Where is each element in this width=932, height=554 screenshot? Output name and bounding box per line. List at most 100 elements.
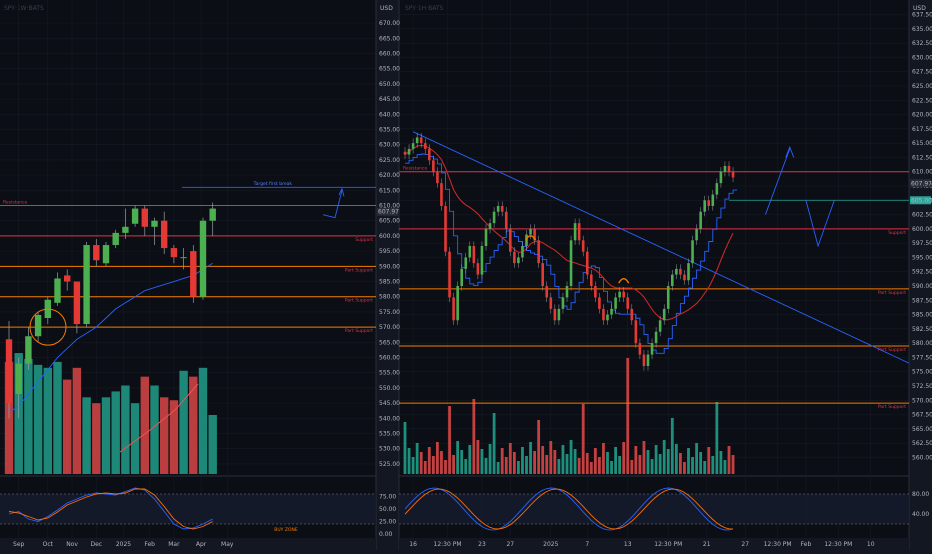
- volume-bar: [427, 447, 431, 474]
- candle-body: [496, 206, 500, 212]
- candle-body: [436, 171, 439, 184]
- volume-bar: [452, 455, 455, 474]
- volume-bar: [525, 456, 528, 474]
- price-tick-label: 590.00: [912, 283, 932, 290]
- price-tick-label: 572.50: [912, 383, 932, 390]
- volume-bar: [691, 457, 694, 474]
- volume-bar: [480, 449, 484, 474]
- price-tick-label: 565.00: [912, 426, 932, 433]
- volume-bar: [662, 440, 666, 474]
- price-tick-label: 540.00: [379, 415, 400, 422]
- time-tick-label: 12:30 PM: [434, 541, 462, 548]
- candle-body: [614, 297, 617, 309]
- volume-bar: [53, 361, 62, 474]
- last-price-label: 607.97: [378, 209, 399, 216]
- candle-body: [170, 248, 178, 258]
- candle-body: [622, 291, 625, 298]
- candle-body: [484, 228, 488, 246]
- volume-bar: [456, 441, 460, 474]
- time-tick-label: 13: [624, 541, 632, 548]
- time-tick-label: 21: [703, 541, 711, 548]
- left-currency-label: USD: [380, 5, 393, 12]
- candle-body: [606, 314, 609, 321]
- volume-bar: [650, 459, 654, 474]
- volume-bar: [496, 462, 500, 474]
- price-tick-label: 567.50: [912, 412, 932, 419]
- right-chart-pane[interactable]: 560.00 562.50 565.00 567.50 570.00 572.50 575.…: [399, 0, 932, 548]
- volume-bar: [179, 370, 188, 474]
- volume-bar: [723, 460, 727, 474]
- volume-bar: [72, 367, 82, 474]
- volume-bar: [638, 455, 642, 474]
- price-tick-label: 575.00: [379, 309, 400, 316]
- candle-body: [468, 246, 472, 258]
- candle-body: [561, 297, 565, 309]
- price-tick-label: 632.50: [912, 40, 932, 47]
- time-tick-label: 27: [741, 541, 749, 548]
- candle-body: [658, 320, 662, 332]
- candle-body: [711, 194, 715, 206]
- support-label: Support: [355, 237, 373, 243]
- price-tick-label: 560.00: [912, 454, 932, 461]
- volume-bar: [504, 457, 508, 474]
- price-tick-label: 610.00: [912, 169, 932, 176]
- volume-bar: [444, 460, 447, 474]
- price-tick-label: 530.00: [379, 446, 400, 453]
- price-tick-label: 595.00: [912, 254, 932, 261]
- candle-body: [440, 183, 443, 206]
- volume-bar: [121, 385, 130, 474]
- price-tick-label: 577.50: [912, 354, 932, 361]
- last-price-tag: [377, 207, 398, 216]
- candle-body: [480, 246, 484, 275]
- volume-bar: [581, 404, 585, 474]
- step-moving-average: [405, 153, 738, 354]
- candle-body: [122, 226, 129, 233]
- volume-bar: [618, 456, 622, 474]
- candle-body: [610, 308, 613, 315]
- time-tick-label: Feb: [801, 541, 812, 548]
- candle-body: [683, 274, 686, 281]
- volume-bar: [140, 376, 149, 474]
- candle-body: [577, 223, 581, 241]
- volume-bar: [431, 456, 435, 474]
- volume-bar: [715, 402, 719, 474]
- candle-body: [671, 274, 674, 286]
- candle-body: [73, 281, 81, 325]
- candle-body: [432, 160, 435, 172]
- stoch-band: [0, 494, 376, 524]
- left-chart-pane[interactable]: 525.00 530.00 535.00 540.00 545.00 550.00 555.…: [0, 0, 400, 548]
- stoch-k-line: [404, 487, 734, 531]
- price-tick-label: 550.00: [379, 385, 400, 392]
- projection-arrow: [322, 190, 343, 219]
- moving-average-line: [8, 262, 213, 413]
- candle-body: [460, 268, 463, 286]
- volume-bar: [711, 456, 715, 474]
- part-support-label: Part Support: [878, 404, 906, 410]
- candle-body: [602, 308, 605, 321]
- candle-body: [472, 246, 476, 264]
- volume-bar: [189, 376, 198, 474]
- price-tick-label: 597.50: [912, 240, 932, 247]
- candle-body: [199, 220, 207, 297]
- price-tick-label: 630.00: [912, 54, 932, 61]
- candle-body: [151, 220, 158, 227]
- candle-body: [448, 251, 451, 298]
- candle-body: [565, 286, 569, 298]
- price-tick-label: 605.00: [379, 218, 400, 225]
- candle-body: [112, 232, 119, 246]
- candle-body: [662, 308, 666, 321]
- projection-arrowhead: [785, 145, 795, 158]
- candle-body: [638, 343, 642, 355]
- volume-bar: [670, 418, 674, 474]
- candle-body: [492, 211, 496, 224]
- volume-bar: [573, 449, 577, 474]
- volume-bar: [208, 415, 217, 474]
- time-tick-label: 10: [867, 541, 875, 548]
- time-tick-label: May: [221, 541, 234, 548]
- candle-body: [549, 297, 553, 309]
- candle-body: [679, 268, 682, 275]
- candle-body: [54, 278, 61, 303]
- volume-bar: [577, 458, 581, 474]
- price-tick-label: 640.00: [379, 111, 400, 118]
- candle-body: [634, 320, 638, 344]
